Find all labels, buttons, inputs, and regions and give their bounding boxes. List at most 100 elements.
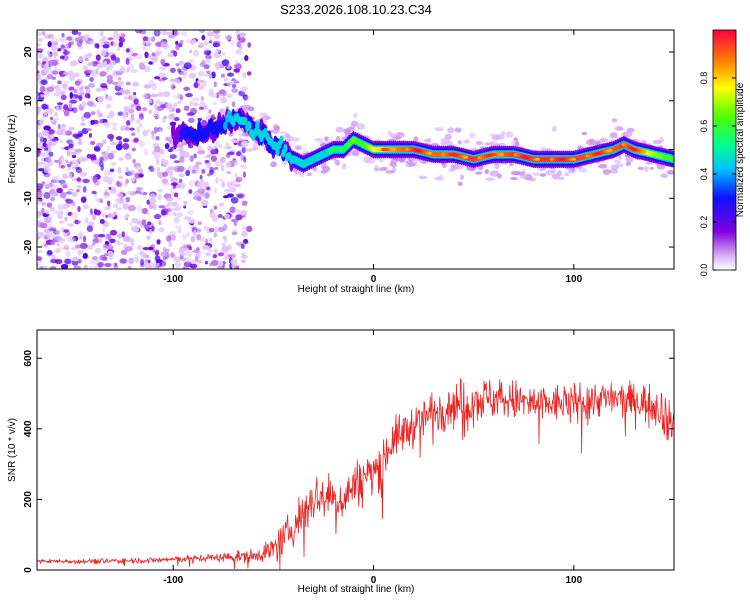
noise-speckle	[173, 192, 179, 198]
noise-speckle	[131, 217, 138, 224]
noise-speckle	[160, 41, 169, 47]
noise-speckle	[102, 175, 110, 183]
noise-speckle	[239, 32, 247, 37]
noise-speckle	[117, 242, 125, 246]
halo-speckle	[666, 169, 674, 175]
noise-speckle	[73, 88, 78, 94]
noise-speckle	[141, 207, 149, 215]
noise-speckle	[231, 160, 240, 164]
noise-speckle	[240, 140, 249, 148]
noise-speckle	[216, 92, 220, 99]
noise-speckle	[217, 260, 224, 267]
noise-speckle	[76, 40, 83, 47]
noise-speckle	[41, 202, 46, 207]
noise-speckle	[180, 31, 188, 37]
halo-speckle	[294, 145, 302, 151]
noise-speckle	[240, 164, 247, 170]
noise-speckle	[199, 236, 207, 243]
noise-speckle	[142, 36, 149, 42]
noise-speckle	[185, 93, 193, 98]
halo-speckle	[640, 140, 647, 144]
noise-speckle	[52, 119, 58, 123]
noise-speckle	[131, 147, 136, 152]
noise-speckle	[39, 37, 45, 42]
y-tick-label: 200	[23, 491, 34, 508]
noise-speckle	[183, 86, 191, 91]
colorbar-tick-label: 0.6	[699, 120, 709, 133]
noise-speckle	[86, 225, 94, 232]
noise-speckle	[161, 178, 169, 184]
noise-speckle	[220, 165, 225, 172]
noise-speckle	[77, 140, 83, 146]
halo-speckle	[578, 167, 588, 173]
noise-speckle	[235, 209, 241, 215]
noise-speckle	[157, 193, 162, 200]
x-tick-label: 0	[371, 274, 377, 285]
noise-speckle	[186, 231, 191, 238]
noise-speckle	[97, 95, 104, 103]
noise-speckle	[237, 194, 244, 199]
halo-speckle	[484, 169, 489, 175]
halo-speckle	[306, 172, 313, 177]
noise-speckle	[89, 76, 94, 83]
y-tick-label: 600	[23, 349, 34, 366]
noise-speckle	[208, 87, 215, 93]
noise-speckle	[64, 216, 68, 222]
noise-speckle	[209, 209, 214, 213]
halo-speckle	[564, 171, 570, 177]
noise-speckle	[50, 259, 58, 264]
noise-speckle	[37, 212, 40, 217]
noise-speckle	[170, 182, 178, 187]
noise-speckle	[158, 205, 166, 209]
noise-speckle	[41, 207, 45, 215]
noise-speckle	[103, 170, 112, 176]
noise-speckle	[137, 244, 142, 250]
noise-speckle	[116, 80, 124, 87]
noise-speckle	[224, 252, 230, 259]
noise-speckle	[117, 77, 122, 81]
noise-speckle	[74, 72, 80, 78]
noise-speckle	[122, 215, 129, 219]
noise-speckle	[109, 168, 115, 173]
noise-speckle	[95, 54, 101, 61]
noise-speckle	[243, 95, 249, 101]
noise-speckle	[107, 213, 112, 218]
noise-speckle	[241, 230, 248, 237]
noise-speckle	[197, 145, 203, 151]
noise-speckle	[240, 86, 248, 93]
noise-speckle	[160, 58, 166, 66]
noise-speckle	[50, 37, 59, 44]
noise-speckle	[180, 252, 187, 256]
noise-speckle	[234, 183, 241, 188]
noise-speckle	[61, 33, 65, 38]
noise-speckle	[186, 112, 195, 117]
noise-speckle	[56, 102, 63, 106]
noise-speckle	[48, 151, 54, 157]
noise-speckle	[158, 72, 167, 78]
noise-speckle	[77, 130, 83, 138]
noise-speckle	[233, 80, 240, 84]
noise-speckle	[207, 145, 213, 152]
noise-speckle	[213, 232, 218, 238]
noise-speckle	[233, 64, 240, 69]
noise-speckle	[202, 48, 211, 52]
halo-speckle	[609, 132, 618, 139]
noise-speckle	[68, 86, 75, 91]
noise-speckle	[77, 249, 82, 256]
noise-speckle	[194, 255, 199, 263]
ridge-peak	[391, 147, 396, 152]
noise-speckle	[106, 95, 113, 102]
noise-speckle	[37, 199, 40, 205]
noise-speckle	[95, 87, 103, 93]
noise-speckle	[146, 235, 151, 241]
noise-speckle	[83, 34, 90, 39]
noise-speckle	[185, 39, 191, 44]
halo-speckle	[617, 155, 623, 160]
noise-speckle	[154, 146, 161, 153]
noise-speckle	[96, 63, 101, 70]
snr-line	[37, 378, 674, 570]
noise-speckle	[169, 154, 177, 160]
halo-speckle	[586, 139, 596, 146]
noise-speckle	[142, 40, 146, 46]
noise-speckle	[241, 252, 246, 257]
